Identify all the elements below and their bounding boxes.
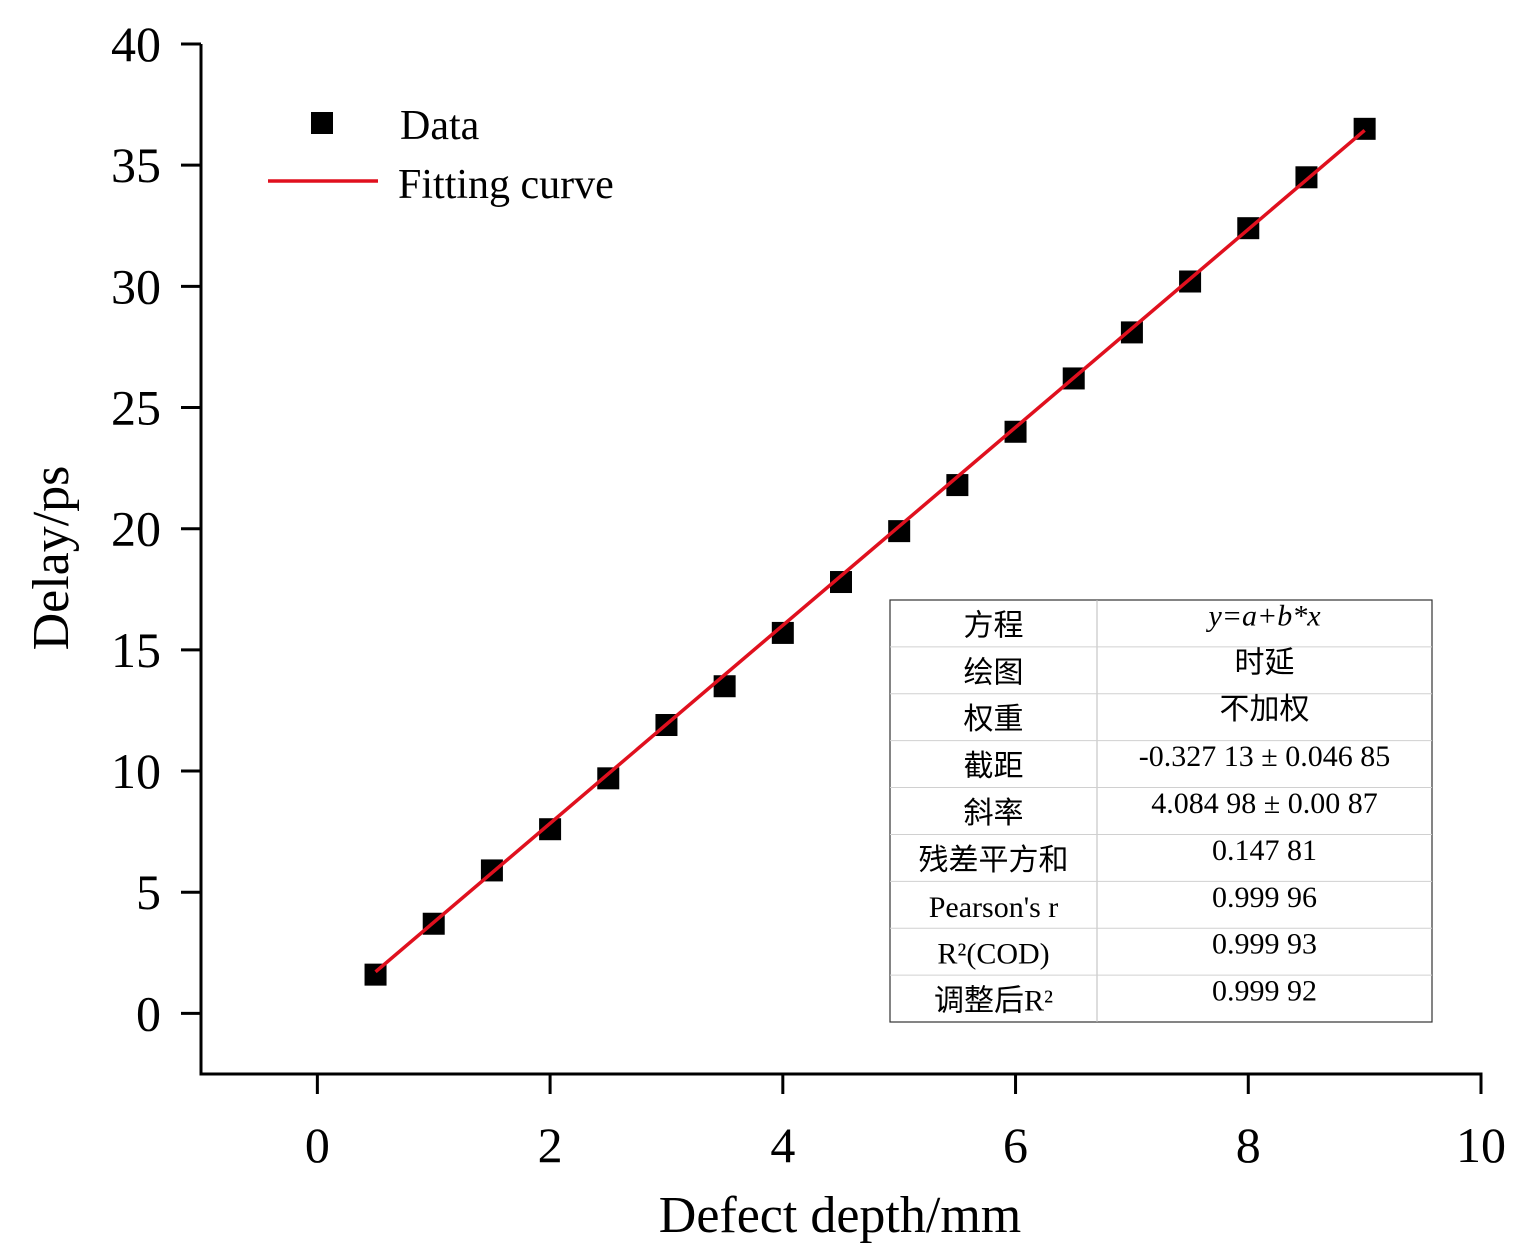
data-point [713, 675, 736, 698]
table-row-label: 方程 [964, 609, 1024, 642]
y-tick-label: 40 [111, 16, 161, 72]
x-tick-label: 6 [1003, 1117, 1028, 1173]
y-tick-label: 15 [111, 622, 161, 678]
x-tick-label: 0 [305, 1117, 330, 1173]
table-row-value: 0.999 92 [1212, 975, 1317, 1008]
y-tick-label: 25 [111, 380, 161, 436]
table-row-label: 残差平方和 [919, 844, 1069, 877]
x-tick-label: 2 [538, 1117, 563, 1173]
x-tick-label: 8 [1236, 1117, 1261, 1173]
data-point [888, 520, 911, 543]
y-tick-label: 30 [111, 258, 161, 314]
plot-marks [364, 117, 1376, 986]
table-row-label: 绘图 [964, 656, 1024, 689]
x-tick-label: 10 [1456, 1117, 1506, 1173]
legend-data-marker [311, 112, 333, 134]
table-row-value: y=a+b*x [1205, 599, 1321, 632]
table-row-value: 4.084 98 ± 0.00 87 [1151, 787, 1377, 820]
axes: 0 5 10 15 20 25 30 35 40 0 2 4 6 8 10 [111, 16, 1506, 1173]
table-border [889, 599, 1433, 1023]
y-axis-label: Delay/ps [23, 466, 80, 651]
data-point [830, 571, 852, 594]
table-row-label: R²(COD) [937, 938, 1049, 971]
data-point [1120, 321, 1143, 344]
table-row-value: 时延 [1235, 646, 1295, 679]
table-row-label: 调整后R² [934, 985, 1053, 1018]
y-tick-label: 0 [136, 985, 161, 1041]
fitting-curve-line [374, 129, 1366, 974]
table-row-value: 0.999 93 [1212, 928, 1317, 961]
table-row-label: 斜率 [964, 797, 1024, 830]
table-row-label: Pearson's r [929, 891, 1059, 924]
table-row-value: 0.147 81 [1212, 834, 1317, 867]
legend-data-label: Data [400, 103, 480, 149]
table-row-value: -0.327 13 ± 0.046 85 [1139, 740, 1390, 773]
y-tick-label: 20 [111, 501, 161, 557]
table-row-label: 权重 [964, 703, 1024, 736]
y-tick-label: 10 [111, 743, 161, 799]
data-point [539, 818, 562, 841]
data-point [1004, 420, 1027, 443]
x-axis-label: Defect depth/mm [659, 1187, 1021, 1244]
table-row-value: 不加权 [1220, 693, 1310, 726]
y-tick-label: 35 [111, 137, 161, 193]
legend-fit-label: Fitting curve [398, 162, 614, 208]
table-row-label: 截距 [964, 750, 1024, 783]
x-tick-label: 4 [770, 1117, 795, 1173]
y-tick-label: 5 [136, 864, 161, 920]
data-point [771, 621, 794, 644]
data-point [597, 767, 620, 790]
legend: Data Fitting curve [268, 103, 614, 208]
table-row-value: 0.999 96 [1212, 881, 1317, 914]
